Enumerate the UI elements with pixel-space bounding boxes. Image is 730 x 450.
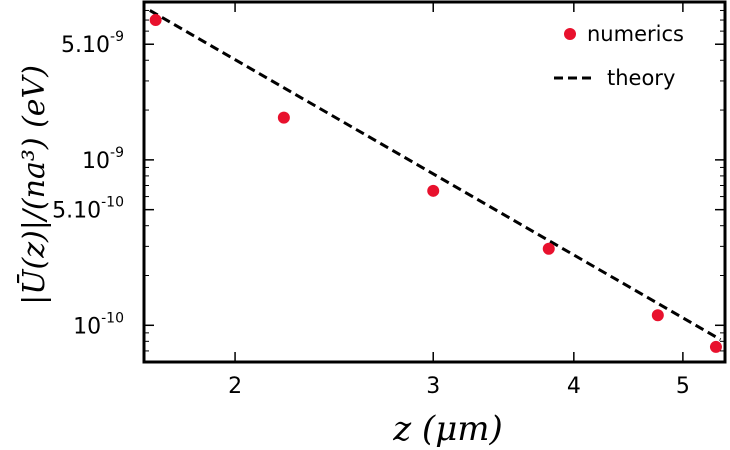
y-axis-label: |Ū(z)|/(na³) (eV): [16, 65, 52, 305]
x-tick-label: 5: [676, 374, 690, 399]
theory-line: [149, 9, 722, 341]
y-tick-label: 5.10-10: [52, 195, 124, 224]
data-point: [277, 111, 290, 124]
y-tick-label: 10-9: [82, 145, 124, 174]
legend: numerics theory: [554, 22, 684, 90]
y-tick-label: 5.10-9: [61, 29, 124, 58]
data-point: [149, 14, 162, 27]
x-tick-label: 3: [426, 374, 440, 399]
axis-layer: 2 3 4 5 10-10 5.10-10 10-9 5.10-9: [52, 2, 725, 399]
y-tick-label: 10-10: [73, 310, 124, 339]
x-axis-label: z (μm): [392, 409, 503, 449]
data-point: [542, 242, 555, 255]
x-tick-label: 4: [567, 374, 581, 399]
data-point: [651, 309, 664, 322]
plot-frame: [142, 0, 727, 364]
legend-marker-numerics: [564, 28, 576, 40]
legend-label-theory: theory: [607, 66, 675, 90]
data-point: [427, 184, 440, 197]
plot-layer: [149, 9, 722, 353]
legend-label-numerics: numerics: [587, 22, 684, 46]
x-tick-label: 2: [228, 374, 242, 399]
data-point: [709, 340, 722, 353]
